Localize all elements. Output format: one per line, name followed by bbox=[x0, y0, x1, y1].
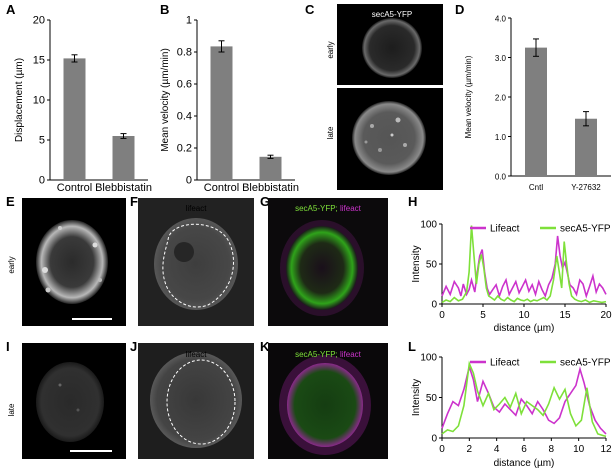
panel-label-l: L bbox=[408, 339, 416, 354]
micrograph-g: secA5-YFP; lifeact bbox=[268, 198, 388, 326]
panel-label-c: C bbox=[305, 2, 315, 17]
chart-a-ytick-label: 10 bbox=[33, 95, 45, 107]
panel-label-j: J bbox=[130, 339, 137, 354]
chart-l-ytick-label: 50 bbox=[426, 393, 438, 404]
chart-h-series-line bbox=[441, 225, 607, 304]
micrograph-c-late bbox=[337, 88, 443, 190]
panel-label-a: A bbox=[6, 2, 16, 17]
chart-l-xtick-label: 6 bbox=[521, 444, 527, 455]
micrograph-f-title: lifeact bbox=[186, 204, 208, 213]
panel-label-e: E bbox=[6, 194, 15, 209]
chart-h-ytick-label: 100 bbox=[420, 220, 437, 231]
chart-a-displacement: 0 5 10 15 20 Control Blebbistatin Displacement … bbox=[14, 15, 152, 195]
chart-a-bar bbox=[112, 136, 135, 180]
panel-label-g: G bbox=[260, 194, 270, 209]
panel-label-i: I bbox=[6, 339, 10, 354]
chart-a-ytick-label: 5 bbox=[39, 135, 45, 147]
micrograph-j-title: lifeact bbox=[186, 350, 208, 359]
chart-b-ytick-label: 1 bbox=[186, 15, 192, 27]
chart-b-ytick-label: 0.8 bbox=[177, 47, 192, 59]
micrograph-i bbox=[22, 343, 126, 459]
micrograph-c-title: secA5-YFP bbox=[372, 10, 412, 19]
row-label-c-late: late bbox=[326, 126, 335, 139]
chart-d-ytick-label: 2.0 bbox=[495, 94, 507, 103]
chart-b-ylabel: Mean velocity (µm/min) bbox=[160, 48, 171, 152]
panel-label-k: K bbox=[260, 339, 270, 354]
chart-l-ytick-label: 100 bbox=[420, 353, 437, 364]
chart-l-xtick-label: 8 bbox=[549, 444, 555, 455]
chart-l-xlabel: distance (µm) bbox=[494, 458, 555, 469]
chart-a-bar bbox=[63, 58, 86, 180]
chart-l-intensity-late: 0 50 100 0 2 4 6 8 10 12 Lifeact secA5-YFP distance … bbox=[411, 353, 612, 470]
chart-h-ytick-label: 0 bbox=[431, 300, 437, 311]
chart-d-ytick-label: 1.0 bbox=[495, 133, 507, 142]
chart-l-ytick-label: 0 bbox=[431, 434, 437, 445]
chart-a-category-label: Control bbox=[57, 182, 92, 194]
chart-h-xtick-label: 10 bbox=[518, 310, 530, 321]
micrograph-i-title: secA5-YFP bbox=[52, 350, 92, 359]
micrograph-e-title: secA5-YFP bbox=[54, 204, 94, 213]
chart-a-ytick-label: 0 bbox=[39, 175, 45, 187]
chart-l-series-line bbox=[441, 363, 607, 435]
chart-d-ytick-label: 3.0 bbox=[495, 54, 507, 63]
chart-b-bar bbox=[210, 46, 233, 181]
chart-l-xtick-label: 2 bbox=[467, 444, 473, 455]
chart-a-ytick-label: 20 bbox=[33, 15, 45, 27]
chart-h-intensity-early: 0 50 100 0 5 10 15 20 Lifeact secA5-YFP distance (… bbox=[411, 220, 612, 335]
chart-b-bar bbox=[259, 156, 282, 180]
chart-l-xtick-label: 0 bbox=[439, 444, 445, 455]
chart-d-ylabel: Mean velocity (µm/min) bbox=[464, 55, 473, 138]
chart-a-category-label: Blebbistatin bbox=[95, 182, 152, 194]
chart-h-ylabel: Intensity bbox=[411, 245, 422, 282]
chart-a-ylabel: Displacement (µm) bbox=[14, 58, 25, 142]
chart-b-ytick-label: 0 bbox=[186, 175, 192, 187]
chart-b-ytick-label: 0.6 bbox=[177, 79, 192, 91]
chart-h-legend-label: Lifeact bbox=[490, 224, 520, 235]
chart-b-ytick-label: 0.4 bbox=[177, 111, 192, 123]
chart-l-xtick-label: 10 bbox=[573, 444, 585, 455]
row-label-late: late bbox=[7, 403, 16, 416]
chart-d-bar bbox=[525, 47, 547, 176]
chart-l-legend-label: Lifeact bbox=[490, 358, 520, 369]
micrograph-c-early: secA5-YFP bbox=[337, 4, 443, 85]
chart-d-velocity: 0.0 1.0 2.0 3.0 4.0 Cntl Y-27632 Mean velocity … bbox=[464, 15, 611, 192]
chart-d-ytick-label: 4.0 bbox=[495, 15, 507, 24]
panel-label-f: F bbox=[130, 194, 138, 209]
chart-d-category-label: Cntl bbox=[529, 183, 543, 192]
micrograph-g-title: secA5-YFP; lifeact bbox=[295, 204, 362, 213]
chart-h-xtick-label: 20 bbox=[600, 310, 612, 321]
chart-b-ytick-label: 0.2 bbox=[177, 143, 192, 155]
chart-b-velocity: 0 0.2 0.4 0.6 0.8 1 Control Blebbistatin Mean ve… bbox=[160, 15, 299, 195]
panel-label-d: D bbox=[455, 2, 464, 17]
chart-h-legend-label: secA5-YFP bbox=[560, 224, 611, 235]
row-label-c-early: early bbox=[326, 41, 335, 58]
chart-d-bar bbox=[575, 118, 597, 176]
chart-h-ytick-label: 50 bbox=[426, 260, 438, 271]
micrograph-f bbox=[138, 198, 254, 326]
chart-l-legend-label: secA5-YFP bbox=[560, 358, 611, 369]
chart-l-series-line bbox=[441, 360, 607, 438]
chart-l-xtick-label: 12 bbox=[600, 444, 612, 455]
chart-b-category-label: Blebbistatin bbox=[242, 182, 299, 194]
micrograph-k-title: secA5-YFP; lifeact bbox=[295, 350, 362, 359]
chart-h-xtick-label: 5 bbox=[480, 310, 486, 321]
panel-label-h: H bbox=[408, 194, 417, 209]
panel-label-b: B bbox=[160, 2, 169, 17]
chart-l-xtick-label: 4 bbox=[494, 444, 500, 455]
chart-b-category-label: Control bbox=[204, 182, 239, 194]
chart-h-xtick-label: 15 bbox=[559, 310, 571, 321]
chart-h-xlabel: distance (µm) bbox=[494, 323, 555, 334]
row-label-early: early bbox=[7, 256, 16, 273]
chart-d-ytick-label: 0.0 bbox=[495, 173, 507, 182]
micrograph-e bbox=[22, 198, 126, 326]
chart-h-series-line bbox=[441, 235, 607, 299]
micrograph-k: secA5-YFP; lifeact bbox=[268, 343, 388, 459]
chart-h-xtick-label: 0 bbox=[439, 310, 445, 321]
chart-d-category-label: Y-27632 bbox=[571, 183, 601, 192]
micrograph-j bbox=[138, 343, 254, 459]
chart-a-ytick-label: 15 bbox=[33, 55, 45, 67]
chart-l-ylabel: Intensity bbox=[411, 379, 422, 416]
